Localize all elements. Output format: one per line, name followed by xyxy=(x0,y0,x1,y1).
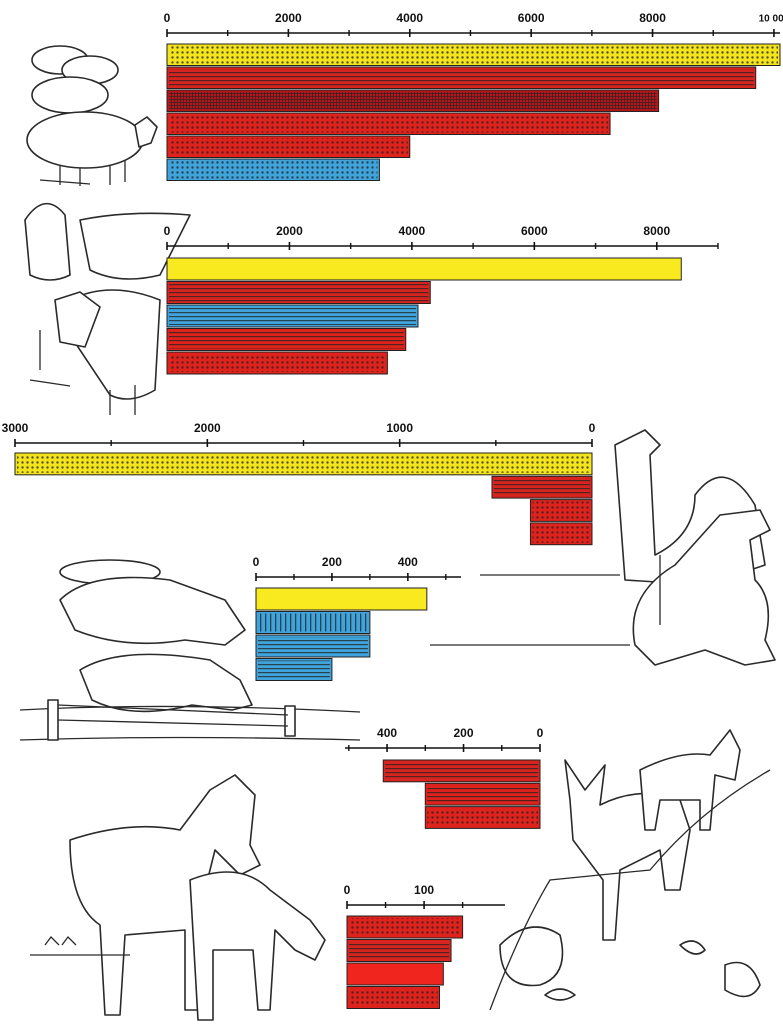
bar-texture xyxy=(169,283,429,302)
camel-sketch xyxy=(430,429,776,666)
bar-texture xyxy=(532,501,590,520)
tick-label: 200 xyxy=(454,726,474,740)
tick-label: 0 xyxy=(537,726,544,740)
tick-label: 1000 xyxy=(386,421,413,435)
sheep-sketch xyxy=(26,45,158,186)
tick-label: 0 xyxy=(164,224,171,238)
bar-texture xyxy=(169,46,778,64)
tick-label: 400 xyxy=(398,555,418,569)
bar xyxy=(346,962,444,986)
tick-label: 4000 xyxy=(399,224,426,238)
bar-texture xyxy=(349,918,461,936)
bar-texture xyxy=(258,637,368,655)
bar-texture xyxy=(258,613,368,632)
illustrations xyxy=(19,45,776,1021)
bar-texture xyxy=(169,69,754,87)
tick-label: 0 xyxy=(164,11,171,25)
tick-label: 0 xyxy=(344,883,351,897)
bar-texture xyxy=(532,524,590,543)
bar-texture xyxy=(493,478,590,497)
bar-texture xyxy=(17,455,590,473)
tick-label: 100 xyxy=(414,883,434,897)
tick-label: 2000 xyxy=(276,224,303,238)
bar-texture xyxy=(349,988,438,1007)
bar-texture xyxy=(169,330,404,349)
tick-label: 10 000 xyxy=(759,14,783,25)
tick-label: 0 xyxy=(253,555,260,569)
tick-label: 3000 xyxy=(2,421,29,435)
bar xyxy=(255,587,428,611)
tick-label: 4000 xyxy=(396,11,423,25)
bar xyxy=(166,257,682,281)
bar-texture xyxy=(427,808,538,827)
tick-label: 400 xyxy=(377,726,397,740)
tick-label: 0 xyxy=(589,421,596,435)
tick-label: 8000 xyxy=(639,11,666,25)
cattle-sketch xyxy=(24,202,191,415)
pig-sketch xyxy=(19,559,361,741)
donkey-sketch xyxy=(489,729,771,1011)
tick-label: 2000 xyxy=(194,421,221,435)
bar-texture xyxy=(258,660,330,679)
bar-texture xyxy=(385,762,538,780)
tick-label: 6000 xyxy=(521,224,548,238)
bar-texture xyxy=(169,92,657,110)
tick-label: 2000 xyxy=(275,11,302,25)
bar-texture xyxy=(169,138,408,156)
bar-texture xyxy=(349,941,450,960)
tick-label: 8000 xyxy=(643,224,670,238)
horse-sketch xyxy=(30,774,326,1021)
bar-texture xyxy=(169,354,386,372)
bar-texture xyxy=(169,161,378,179)
bar-texture xyxy=(427,785,538,804)
bar-texture xyxy=(169,115,609,133)
tick-label: 200 xyxy=(322,555,342,569)
tick-label: 6000 xyxy=(518,11,545,25)
bar-texture xyxy=(169,307,417,325)
